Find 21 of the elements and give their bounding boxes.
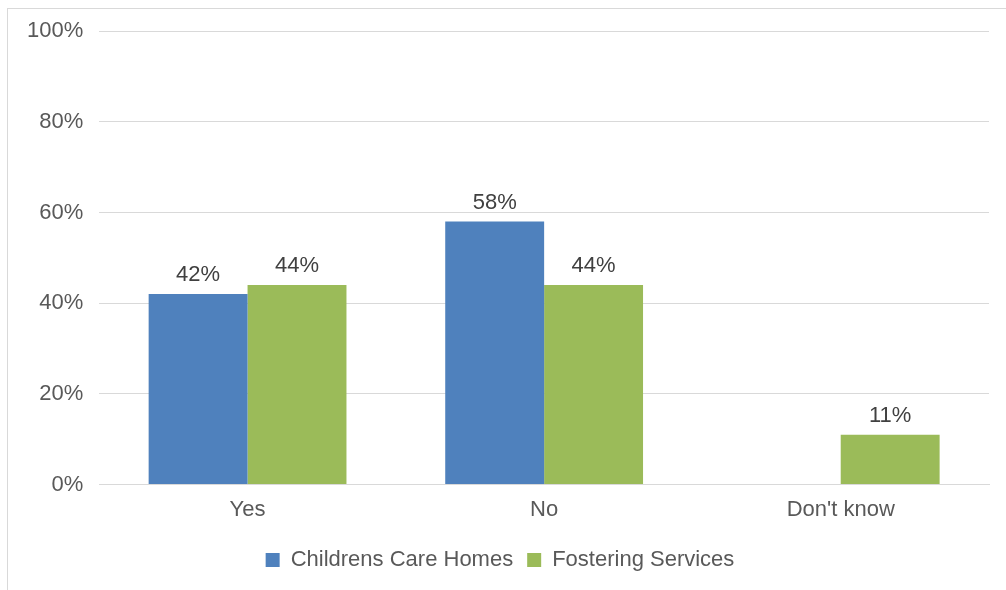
x-tick-label: Don't know [786, 495, 895, 521]
legend-label: Childrens Care Homes [290, 546, 514, 572]
data-label: 44% [274, 252, 320, 278]
legend-label: Fostering Services [552, 546, 735, 572]
y-tick-label: 20% [39, 379, 84, 405]
x-tick-label: No [530, 495, 559, 521]
bar [544, 285, 644, 485]
data-label: 42% [176, 261, 221, 287]
bar [445, 221, 545, 485]
bar [247, 285, 347, 485]
y-tick-label: 0% [51, 470, 84, 496]
bar [840, 434, 940, 485]
data-label: 44% [571, 252, 616, 278]
x-tick-label: Yes [229, 495, 266, 521]
data-label: 58% [472, 188, 517, 214]
y-tick-label: 100% [26, 17, 84, 43]
y-tick-label: 80% [39, 107, 84, 133]
bar [148, 294, 248, 485]
data-label: 11% [868, 401, 912, 427]
y-tick-label: 40% [39, 289, 84, 315]
y-tick-label: 60% [39, 198, 84, 224]
